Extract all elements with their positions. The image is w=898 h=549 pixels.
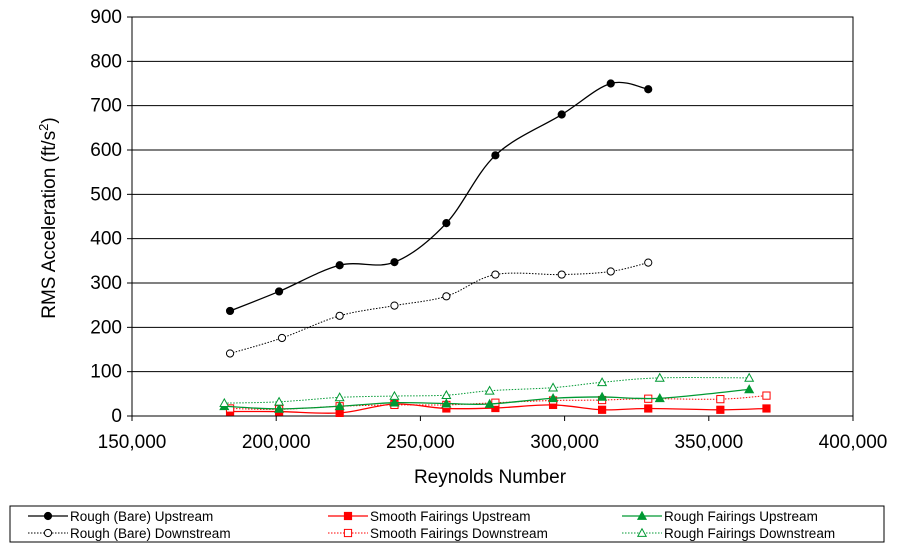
data-point xyxy=(274,396,285,406)
data-point xyxy=(335,408,344,417)
data-point xyxy=(744,372,755,382)
data-point xyxy=(390,301,399,310)
data-point xyxy=(334,401,345,411)
x-tick-label: 400,000 xyxy=(819,432,888,453)
data-point xyxy=(654,372,665,382)
data-point xyxy=(484,385,495,395)
tick-labels: 0 100 200 300 400 500 600 700 800 900 150,000 200,0… xyxy=(90,7,887,453)
data-point xyxy=(762,391,771,400)
legend-marker xyxy=(43,528,53,538)
legend-item: Rough (Bare) Downstream xyxy=(28,526,231,541)
x-axis-title: Reynolds Number xyxy=(414,467,567,488)
data-point xyxy=(597,377,608,387)
legend-label: Rough (Bare) Downstream xyxy=(70,526,231,541)
y-tick-label: 900 xyxy=(90,7,122,28)
x-tick-label: 300,000 xyxy=(530,432,599,453)
data-point xyxy=(762,404,771,413)
series-group xyxy=(219,79,771,417)
data-point xyxy=(644,404,653,413)
series-5 xyxy=(219,372,755,408)
y-tick-label: 400 xyxy=(90,229,122,250)
data-point xyxy=(654,393,665,403)
data-point xyxy=(716,395,725,404)
y-axis-title: RMS Acceleration (ft/s2) xyxy=(36,117,60,319)
data-point xyxy=(442,292,451,301)
data-point xyxy=(441,389,452,400)
y-tick-label: 600 xyxy=(90,140,122,161)
data-point xyxy=(548,382,559,392)
legend-label: Smooth Fairings Downstream xyxy=(370,526,548,541)
legend-marker xyxy=(636,527,648,537)
y-tick-label: 800 xyxy=(90,51,122,72)
legend-item: Rough (Bare) Upstream xyxy=(28,509,213,524)
series-line xyxy=(224,377,750,404)
data-point xyxy=(557,110,566,119)
series-line xyxy=(224,388,750,410)
data-point xyxy=(389,390,400,400)
series-4 xyxy=(219,384,755,413)
legend-item: Rough Fairings Upstream xyxy=(622,509,818,524)
legend-marker xyxy=(343,528,353,538)
data-point xyxy=(335,311,344,320)
data-point xyxy=(390,258,399,267)
data-point xyxy=(219,397,230,408)
data-point xyxy=(274,287,284,296)
legend-item: Smooth Fairings Upstream xyxy=(328,509,531,524)
y-tick-label: 300 xyxy=(90,273,122,294)
x-tick-label: 350,000 xyxy=(674,432,743,453)
y-tick-label: 500 xyxy=(90,184,122,205)
legend-box xyxy=(9,505,885,543)
legend-label: Rough (Bare) Upstream xyxy=(70,509,213,524)
data-point xyxy=(441,398,452,408)
data-point xyxy=(597,405,607,414)
legend: Rough (Bare) Upstream Smooth Fairings Ups… xyxy=(9,505,885,543)
legend-marker xyxy=(43,511,53,521)
data-point xyxy=(644,258,653,267)
legend-label: Rough Fairings Upstream xyxy=(664,509,818,524)
plot-frame xyxy=(131,16,854,417)
series-line xyxy=(229,262,649,354)
legend-item: Rough Fairings Downstream xyxy=(622,526,835,541)
x-tick-label: 200,000 xyxy=(242,432,311,453)
data-point xyxy=(716,405,725,414)
legend-marker xyxy=(343,511,353,521)
data-point xyxy=(334,392,345,402)
data-point xyxy=(491,151,500,160)
data-point xyxy=(335,261,344,270)
data-point xyxy=(491,270,500,279)
y-tick-label: 100 xyxy=(90,362,122,383)
legend-item: Smooth Fairings Downstream xyxy=(328,526,548,541)
legend-marker xyxy=(636,510,648,520)
y-tick-label: 0 xyxy=(111,406,122,427)
legend-label: Rough Fairings Downstream xyxy=(664,526,835,541)
data-point xyxy=(277,333,287,343)
data-point xyxy=(442,219,451,228)
data-point xyxy=(274,403,285,413)
y-tick-label: 200 xyxy=(90,317,122,338)
gridlines xyxy=(132,60,853,373)
data-point xyxy=(484,398,495,408)
data-point xyxy=(744,384,755,394)
series-0 xyxy=(225,79,653,316)
data-point xyxy=(225,306,235,316)
data-point xyxy=(225,349,235,358)
data-point xyxy=(548,393,559,403)
series-1 xyxy=(225,258,653,358)
x-tick-label: 250,000 xyxy=(386,432,455,453)
data-point xyxy=(491,398,500,407)
legend-label: Smooth Fairings Upstream xyxy=(370,509,531,524)
y-tick-label: 700 xyxy=(90,96,122,117)
x-tick-label: 150,000 xyxy=(98,432,167,453)
data-point xyxy=(606,79,615,88)
axes xyxy=(127,16,854,421)
data-point xyxy=(606,267,615,276)
data-point xyxy=(597,391,608,401)
series-line xyxy=(229,81,649,312)
data-point xyxy=(389,397,400,407)
data-point xyxy=(644,85,653,94)
data-point xyxy=(557,270,566,279)
